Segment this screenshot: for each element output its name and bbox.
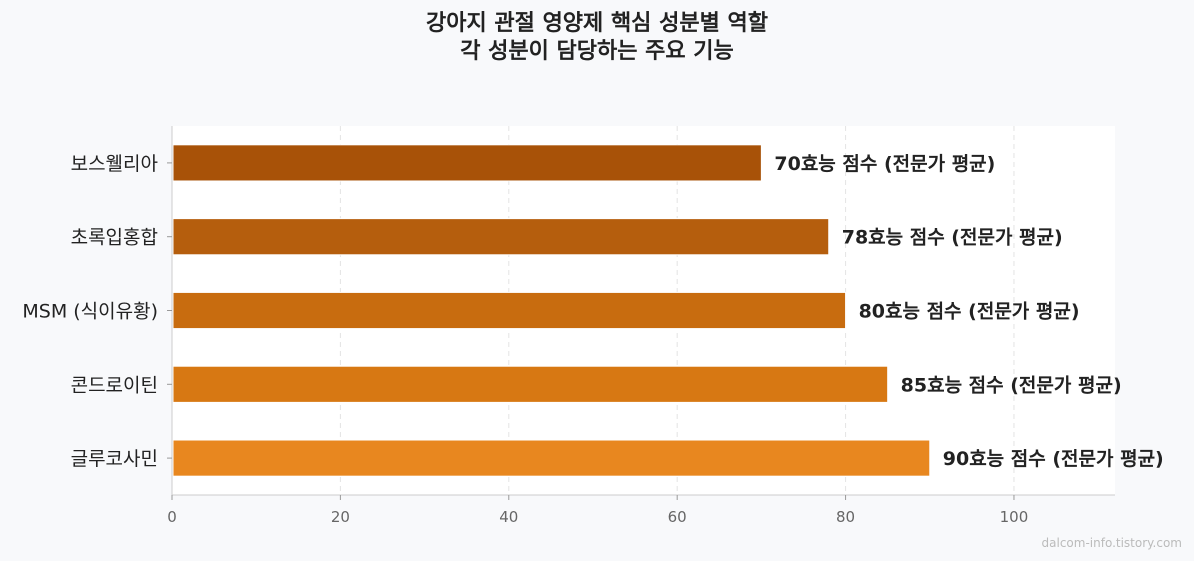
category-label-2: MSM (식이유황) [22, 301, 158, 323]
x-tick-label-5: 100 [1000, 508, 1029, 526]
category-label-3: 콘드로이틴 [71, 374, 158, 396]
x-tick-label-2: 40 [499, 508, 518, 526]
bar-2 [172, 291, 847, 330]
value-label-3: 85효능 점수 (전문가 평균) [901, 374, 1122, 396]
bar-1 [172, 218, 830, 256]
bar-4 [172, 439, 931, 477]
chart-title: 강아지 관절 영양제 핵심 성분별 역할 [426, 11, 768, 36]
x-tick-label-0: 0 [167, 508, 177, 526]
value-labels: 70효능 점수 (전문가 평균) 78효능 점수 (전문가 평균) 80효능 점수 … [774, 153, 1163, 470]
x-tick-label-4: 80 [836, 508, 855, 526]
category-label-1: 초록입홍합 [71, 227, 158, 249]
bar-0 [172, 144, 762, 182]
category-label-4: 글루코사민 [71, 448, 158, 470]
watermark: dalcom-info.tistory.com [1042, 536, 1182, 550]
x-tick-label-1: 20 [331, 508, 350, 526]
value-label-2: 80효능 점수 (전문가 평균) [859, 301, 1080, 323]
bars [172, 144, 931, 477]
value-label-0: 70효능 점수 (전문가 평균) [774, 153, 995, 175]
value-label-4: 90효능 점수 (전문가 평균) [943, 448, 1164, 470]
value-label-1: 78효능 점수 (전문가 평균) [842, 227, 1063, 249]
category-label-0: 보스웰리아 [71, 153, 158, 175]
x-ticks: 0 20 40 60 80 100 [167, 495, 1028, 526]
chart-subtitle: 각 성분이 담당하는 주요 기능 [460, 39, 734, 64]
x-tick-label-3: 60 [668, 508, 687, 526]
bar-3 [172, 365, 889, 403]
